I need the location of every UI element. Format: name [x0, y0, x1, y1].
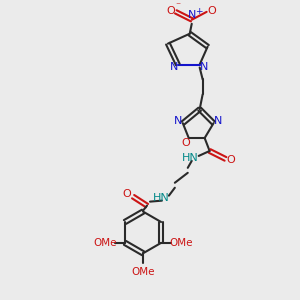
- Text: O: O: [167, 6, 175, 16]
- Text: ⁻: ⁻: [175, 1, 180, 11]
- Text: N: N: [174, 116, 182, 126]
- Text: O: O: [226, 155, 235, 165]
- Text: OMe: OMe: [169, 238, 193, 248]
- Text: N: N: [214, 116, 223, 126]
- Text: +: +: [195, 8, 202, 16]
- Text: N: N: [188, 10, 196, 20]
- Text: HN: HN: [182, 153, 199, 163]
- Text: O: O: [207, 6, 216, 16]
- Text: HN: HN: [153, 193, 169, 203]
- Text: OMe: OMe: [93, 238, 117, 248]
- Text: O: O: [123, 189, 131, 199]
- Text: N: N: [200, 62, 208, 73]
- Text: N: N: [170, 62, 178, 73]
- Text: O: O: [182, 138, 190, 148]
- Text: OMe: OMe: [131, 267, 155, 277]
